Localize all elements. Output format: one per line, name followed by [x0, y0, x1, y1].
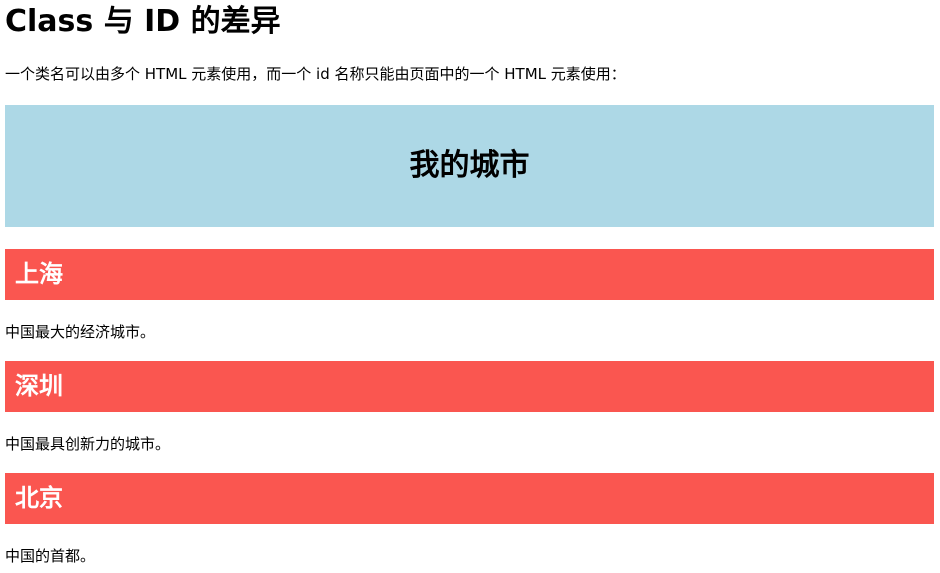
city-description: 中国最具创新力的城市。: [5, 435, 171, 453]
city-name: 深圳: [5, 361, 934, 412]
city-section-shenzhen: 深圳 中国最具创新力的城市。: [5, 361, 934, 473]
city-description: 中国的首都。: [5, 547, 96, 565]
city-name: 上海: [5, 249, 934, 300]
city-section-beijing: 北京 中国的首都。: [5, 473, 934, 573]
city-name: 北京: [5, 473, 934, 524]
my-header: 我的城市: [5, 105, 934, 227]
city-section-shanghai: 上海 中国最大的经济城市。: [5, 249, 934, 361]
header-title: 我的城市: [409, 148, 530, 183]
page-title: Class 与 ID 的差异: [5, 4, 281, 39]
city-description: 中国最大的经济城市。: [5, 323, 156, 341]
intro-text: 一个类名可以由多个 HTML 元素使用，而一个 id 名称只能由页面中的一个 H…: [5, 65, 626, 83]
